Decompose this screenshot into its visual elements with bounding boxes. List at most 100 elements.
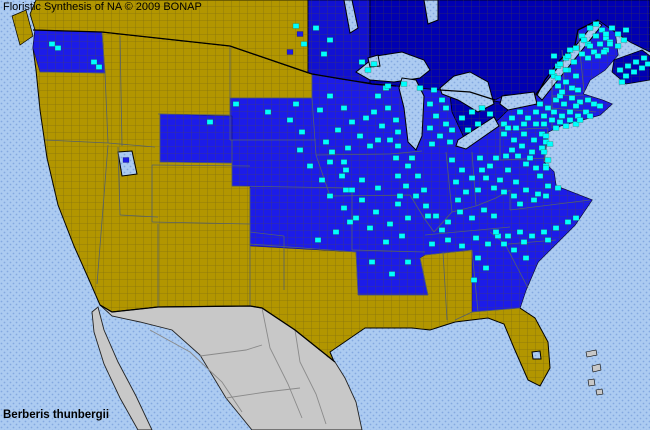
county-record-square: [584, 55, 592, 61]
county-record-square: [504, 233, 512, 239]
county-record-square: [400, 81, 408, 87]
county-record-square: [554, 83, 562, 89]
state-border-line: [151, 221, 251, 225]
county-record-square: [490, 213, 498, 219]
international-border-line: [99, 304, 336, 363]
county-record-square: [554, 185, 562, 191]
county-record-square: [404, 163, 412, 169]
county-record-square: [638, 65, 646, 71]
county-record-square: [428, 241, 436, 247]
county-record-square: [458, 167, 466, 173]
county-record-square: [562, 79, 570, 85]
county-record-square: [522, 161, 530, 167]
county-record-square: [540, 149, 548, 155]
county-record-square: [432, 113, 440, 119]
county-record-square: [322, 139, 330, 145]
county-record-square: [420, 187, 428, 193]
county-record-square: [522, 187, 530, 193]
present-county-square: [122, 157, 130, 163]
county-record-square: [542, 133, 550, 139]
county-record-square: [356, 133, 364, 139]
county-record-square: [264, 109, 272, 115]
county-record-square: [386, 221, 394, 227]
state-border-line: [231, 185, 353, 189]
county-record-square: [416, 85, 424, 91]
state-border-line: [433, 189, 511, 233]
county-record-square: [510, 193, 518, 199]
county-record-square: [402, 183, 410, 189]
county-record-square: [596, 103, 604, 109]
county-record-square: [540, 113, 548, 119]
state-border-line: [101, 31, 106, 74]
state-border-line: [509, 199, 591, 211]
present-county-square: [286, 49, 294, 55]
lake-erie: [455, 116, 500, 150]
county-record-square: [590, 101, 598, 107]
county-record-square: [340, 105, 348, 111]
state-border-line: [96, 144, 109, 285]
county-record-square: [512, 125, 520, 131]
county-record-square: [348, 119, 356, 125]
county-record-square: [512, 179, 520, 185]
county-record-square: [568, 95, 576, 101]
county-record-square: [566, 47, 574, 53]
county-record-square: [414, 173, 422, 179]
county-record-square: [510, 137, 518, 143]
county-record-square: [412, 193, 420, 199]
county-record-square: [548, 117, 556, 123]
county-record-square: [342, 187, 350, 193]
county-record-square: [566, 117, 574, 123]
county-record-square: [632, 59, 640, 65]
county-record-square: [618, 79, 626, 85]
lake-winnipeg: [343, 0, 359, 34]
county-record-square: [572, 215, 580, 221]
county-record-square: [540, 229, 548, 235]
county-record-square: [296, 147, 304, 153]
county-record-square: [398, 233, 406, 239]
county-record-square: [458, 115, 466, 121]
county-record-square: [306, 163, 314, 169]
county-record-square: [602, 31, 610, 37]
county-record-square: [54, 45, 62, 51]
county-record-square: [552, 125, 560, 131]
county-record-square: [526, 155, 534, 161]
county-record-square: [564, 219, 572, 225]
mexico-state-border-line: [294, 329, 327, 425]
county-record-square: [532, 121, 540, 127]
county-record-square: [458, 243, 466, 249]
county-record-square: [332, 229, 340, 235]
county-record-square: [446, 139, 454, 145]
county-record-square: [312, 25, 320, 31]
county-record-square: [550, 109, 558, 115]
lake-michigan: [398, 77, 425, 151]
state-border-line: [471, 307, 521, 313]
county-record-square: [516, 229, 524, 235]
county-record-square: [530, 137, 538, 143]
county-record-square: [456, 209, 464, 215]
county-record-square: [546, 141, 554, 147]
county-record-square: [496, 177, 504, 183]
county-record-square: [326, 159, 334, 165]
county-record-square: [622, 27, 630, 33]
county-record-square: [586, 113, 594, 119]
county-record-square: [572, 121, 580, 127]
state-border-line: [39, 71, 106, 74]
county-record-square: [574, 87, 582, 93]
county-record-square: [528, 149, 536, 155]
county-record-square: [320, 51, 328, 57]
state-border-line: [44, 139, 109, 144]
state-border-line: [249, 231, 285, 237]
county-record-square: [532, 109, 540, 115]
state-border-line: [329, 194, 411, 197]
county-record-square: [368, 259, 376, 265]
county-record-square: [592, 21, 600, 27]
county-record-square: [552, 97, 560, 103]
county-record-square: [394, 143, 402, 149]
county-record-square: [542, 193, 550, 199]
county-record-square: [370, 61, 378, 67]
county-record-square: [480, 207, 488, 213]
county-record-square: [392, 155, 400, 161]
county-record-square: [558, 89, 566, 95]
state-border-line: [577, 31, 585, 93]
county-record-square: [486, 111, 494, 117]
